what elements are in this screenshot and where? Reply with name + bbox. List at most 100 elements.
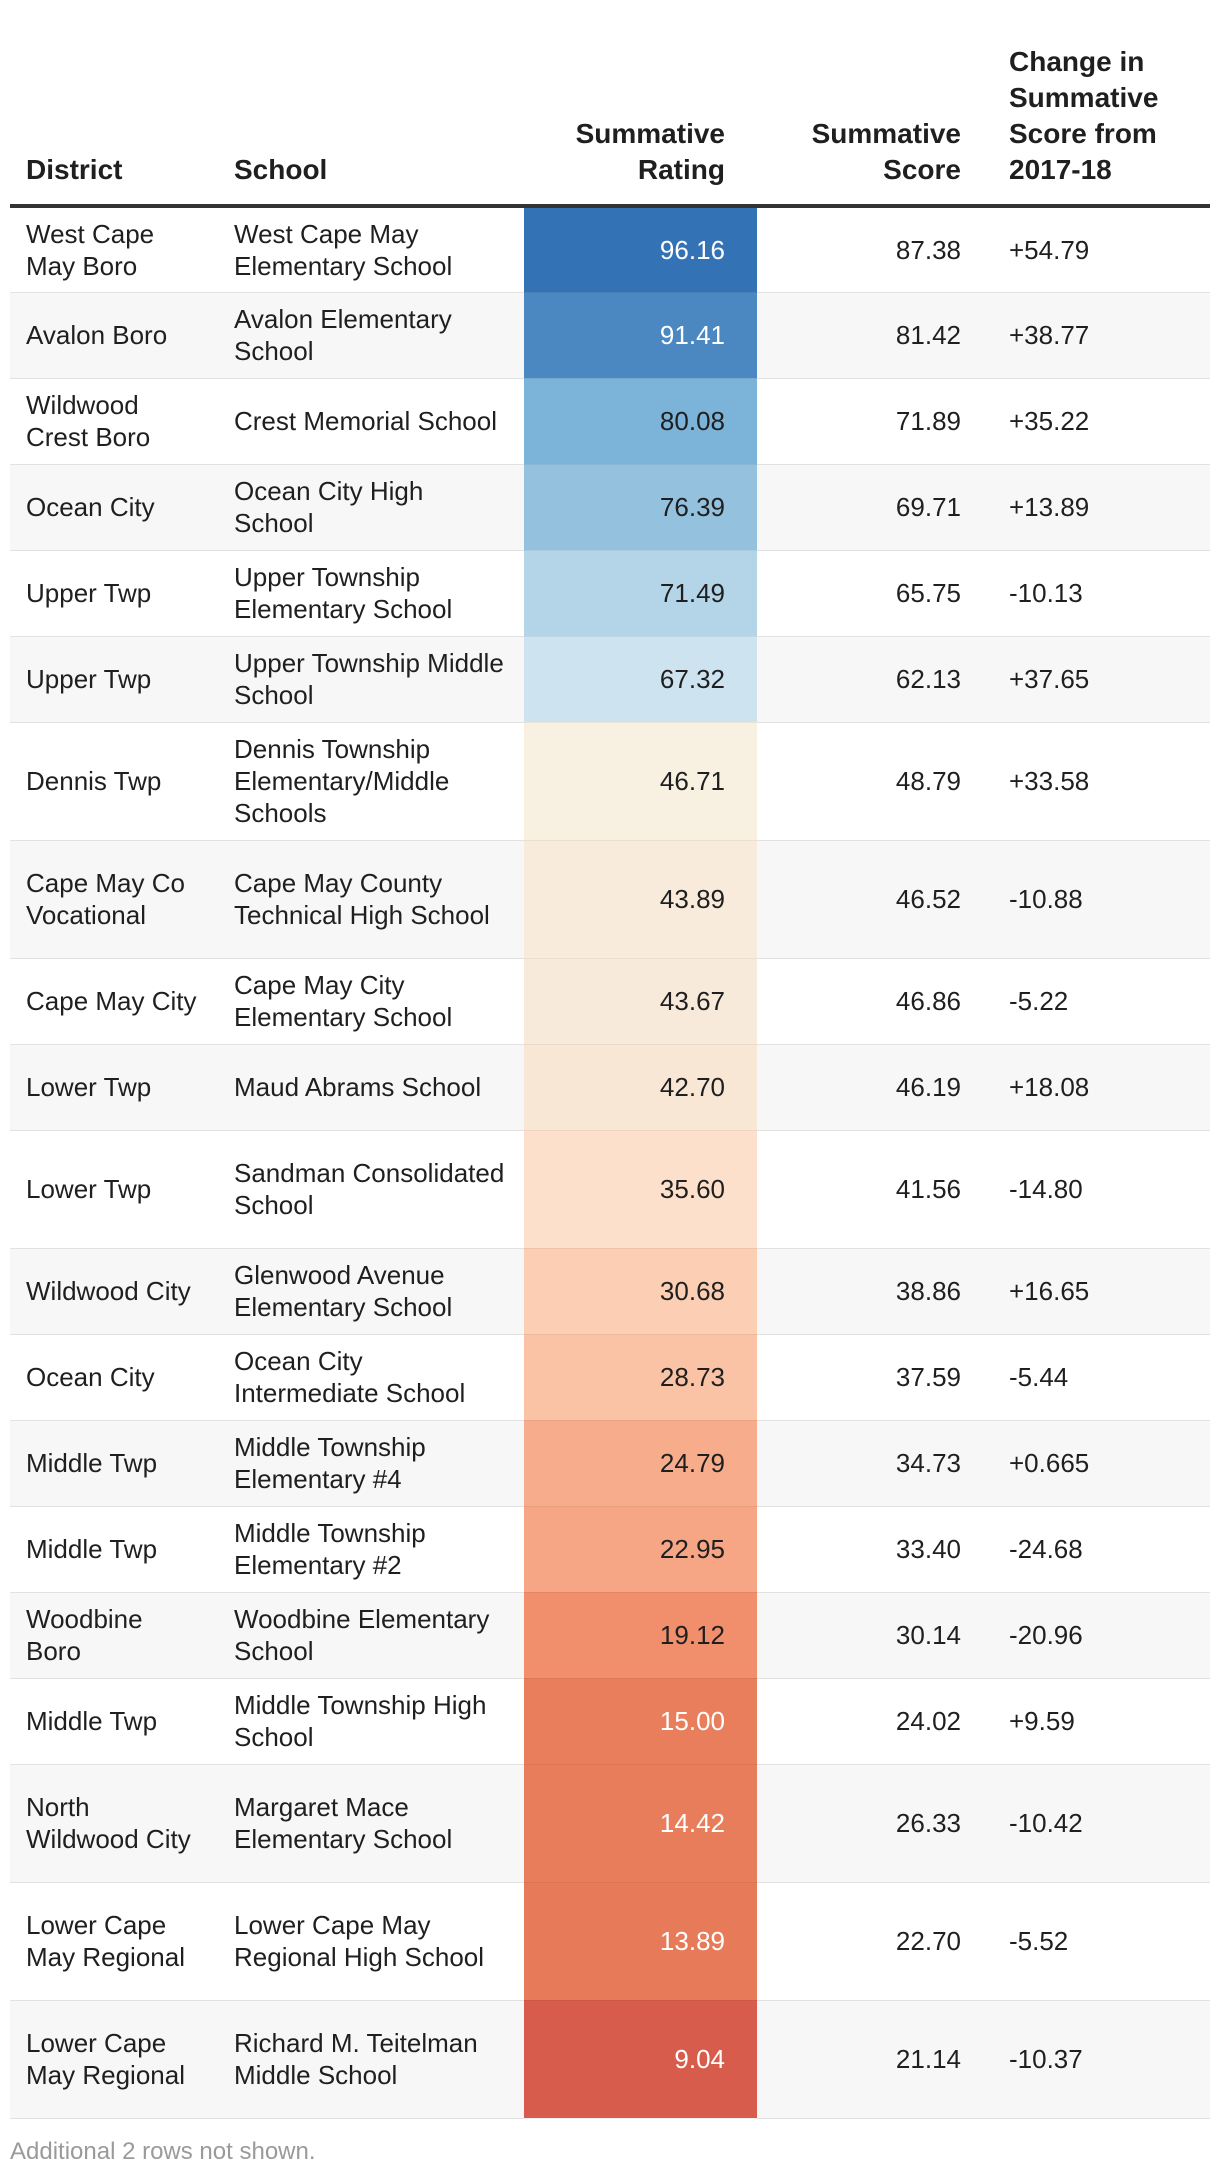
summative-score-cell: 46.52 [757, 840, 993, 959]
summative-score-cell: 38.86 [757, 1248, 993, 1335]
table-row: Dennis Twp Dennis Township Elementary/Mid… [10, 722, 1210, 841]
change-cell: +35.22 [993, 378, 1210, 465]
summative-score-cell: 26.33 [757, 1764, 993, 1883]
summative-rating-cell: 28.73 [524, 1334, 757, 1421]
change-cell: +38.77 [993, 292, 1210, 379]
district-cell: Wildwood City [10, 1248, 218, 1335]
district-cell: Dennis Twp [10, 722, 218, 841]
summative-rating-cell: 67.32 [524, 636, 757, 723]
district-cell: Cape May Co Vocational [10, 840, 218, 959]
summative-score-cell: 21.14 [757, 2000, 993, 2119]
change-cell: -14.80 [993, 1130, 1210, 1249]
district-cell: Woodbine Boro [10, 1592, 218, 1679]
school-cell: Glenwood Avenue Elementary School [218, 1248, 524, 1335]
change-cell: +13.89 [993, 464, 1210, 551]
school-cell: Margaret Mace Elementary School [218, 1764, 524, 1883]
school-cell: Woodbine Elementary School [218, 1592, 524, 1679]
summative-score-cell: 33.40 [757, 1506, 993, 1593]
summative-score-cell: 65.75 [757, 550, 993, 637]
summative-rating-cell: 71.49 [524, 550, 757, 637]
summative-score-cell: 81.42 [757, 292, 993, 379]
school-ratings-table-container: District School Summative Rating Summati… [10, 0, 1210, 2119]
table-row: Middle Twp Middle Township Elementary #2 2… [10, 1506, 1210, 1593]
summative-rating-cell: 24.79 [524, 1420, 757, 1507]
column-header-district[interactable]: District [10, 0, 218, 208]
table-row: Lower Cape May Regional Lower Cape May Re… [10, 1882, 1210, 2001]
school-cell: Maud Abrams School [218, 1044, 524, 1131]
school-cell: Lower Cape May Regional High School [218, 1882, 524, 2001]
summative-score-cell: 41.56 [757, 1130, 993, 1249]
summative-score-cell: 46.19 [757, 1044, 993, 1131]
summative-rating-cell: 9.04 [524, 2000, 757, 2119]
table-body: West Cape May Boro West Cape May Elementa… [10, 206, 1210, 2119]
school-cell: Middle Township High School [218, 1678, 524, 1765]
summative-rating-cell: 15.00 [524, 1678, 757, 1765]
district-cell: Cape May City [10, 958, 218, 1045]
header-row: District School Summative Rating Summati… [10, 0, 1210, 208]
school-cell: Cape May City Elementary School [218, 958, 524, 1045]
footnote: Additional 2 rows not shown. [10, 2138, 316, 2165]
column-header-summative-rating[interactable]: Summative Rating [524, 0, 757, 208]
school-cell: Upper Township Elementary School [218, 550, 524, 637]
change-cell: -10.42 [993, 1764, 1210, 1883]
summative-score-cell: 62.13 [757, 636, 993, 723]
column-header-summative-score[interactable]: Summative Score [757, 0, 993, 208]
district-cell: Upper Twp [10, 550, 218, 637]
column-header-change[interactable]: Change in Summative Score from 2017-18 [993, 0, 1210, 208]
table-row: Cape May Co Vocational Cape May County Te… [10, 840, 1210, 959]
district-cell: West Cape May Boro [10, 206, 218, 293]
change-cell: +16.65 [993, 1248, 1210, 1335]
table-row: Lower Twp Maud Abrams School 42.70 46.19 +18… [10, 1044, 1210, 1131]
summative-rating-cell: 19.12 [524, 1592, 757, 1679]
district-cell: Middle Twp [10, 1678, 218, 1765]
summative-score-cell: 30.14 [757, 1592, 993, 1679]
summative-score-cell: 37.59 [757, 1334, 993, 1421]
summative-score-cell: 87.38 [757, 206, 993, 293]
change-cell: -10.13 [993, 550, 1210, 637]
table-header: District School Summative Rating Summati… [10, 0, 1210, 208]
column-header-school[interactable]: School [218, 0, 524, 208]
district-cell: Lower Twp [10, 1044, 218, 1131]
summative-score-cell: 69.71 [757, 464, 993, 551]
change-cell: -10.88 [993, 840, 1210, 959]
table-row: Woodbine Boro Woodbine Elementary School 1… [10, 1592, 1210, 1679]
table-row: Wildwood Crest Boro Crest Memorial School… [10, 378, 1210, 465]
district-cell: Lower Twp [10, 1130, 218, 1249]
district-cell: Middle Twp [10, 1420, 218, 1507]
table-row: Ocean City Ocean City Intermediate School… [10, 1334, 1210, 1421]
summative-score-cell: 71.89 [757, 378, 993, 465]
school-cell: West Cape May Elementary School [218, 206, 524, 293]
change-cell: +33.58 [993, 722, 1210, 841]
school-cell: Middle Township Elementary #2 [218, 1506, 524, 1593]
school-cell: Middle Township Elementary #4 [218, 1420, 524, 1507]
school-cell: Upper Township Middle School [218, 636, 524, 723]
school-cell: Crest Memorial School [218, 378, 524, 465]
summative-rating-cell: 43.67 [524, 958, 757, 1045]
summative-rating-cell: 13.89 [524, 1882, 757, 2001]
school-cell: Richard M. Teitelman Middle School [218, 2000, 524, 2119]
change-cell: -10.37 [993, 2000, 1210, 2119]
change-cell: -24.68 [993, 1506, 1210, 1593]
district-cell: Lower Cape May Regional [10, 2000, 218, 2119]
summative-score-cell: 24.02 [757, 1678, 993, 1765]
table-row: Wildwood City Glenwood Avenue Elementary … [10, 1248, 1210, 1335]
table-row: West Cape May Boro West Cape May Elementa… [10, 206, 1210, 293]
change-cell: +54.79 [993, 206, 1210, 293]
school-cell: Sandman Consolidated School [218, 1130, 524, 1249]
district-cell: Middle Twp [10, 1506, 218, 1593]
change-cell: +9.59 [993, 1678, 1210, 1765]
district-cell: Lower Cape May Regional [10, 1882, 218, 2001]
table-row: North Wildwood City Margaret Mace Element… [10, 1764, 1210, 1883]
school-ratings-table: District School Summative Rating Summati… [10, 0, 1210, 2119]
summative-score-cell: 34.73 [757, 1420, 993, 1507]
table-row: Ocean City Ocean City High School 76.39 69.… [10, 464, 1210, 551]
school-cell: Dennis Township Elementary/Middle School… [218, 722, 524, 841]
summative-rating-cell: 30.68 [524, 1248, 757, 1335]
table-row: Middle Twp Middle Township High School 15.… [10, 1678, 1210, 1765]
district-cell: Ocean City [10, 1334, 218, 1421]
school-cell: Ocean City High School [218, 464, 524, 551]
summative-rating-cell: 35.60 [524, 1130, 757, 1249]
summative-rating-cell: 91.41 [524, 292, 757, 379]
change-cell: -20.96 [993, 1592, 1210, 1679]
summative-rating-cell: 80.08 [524, 378, 757, 465]
